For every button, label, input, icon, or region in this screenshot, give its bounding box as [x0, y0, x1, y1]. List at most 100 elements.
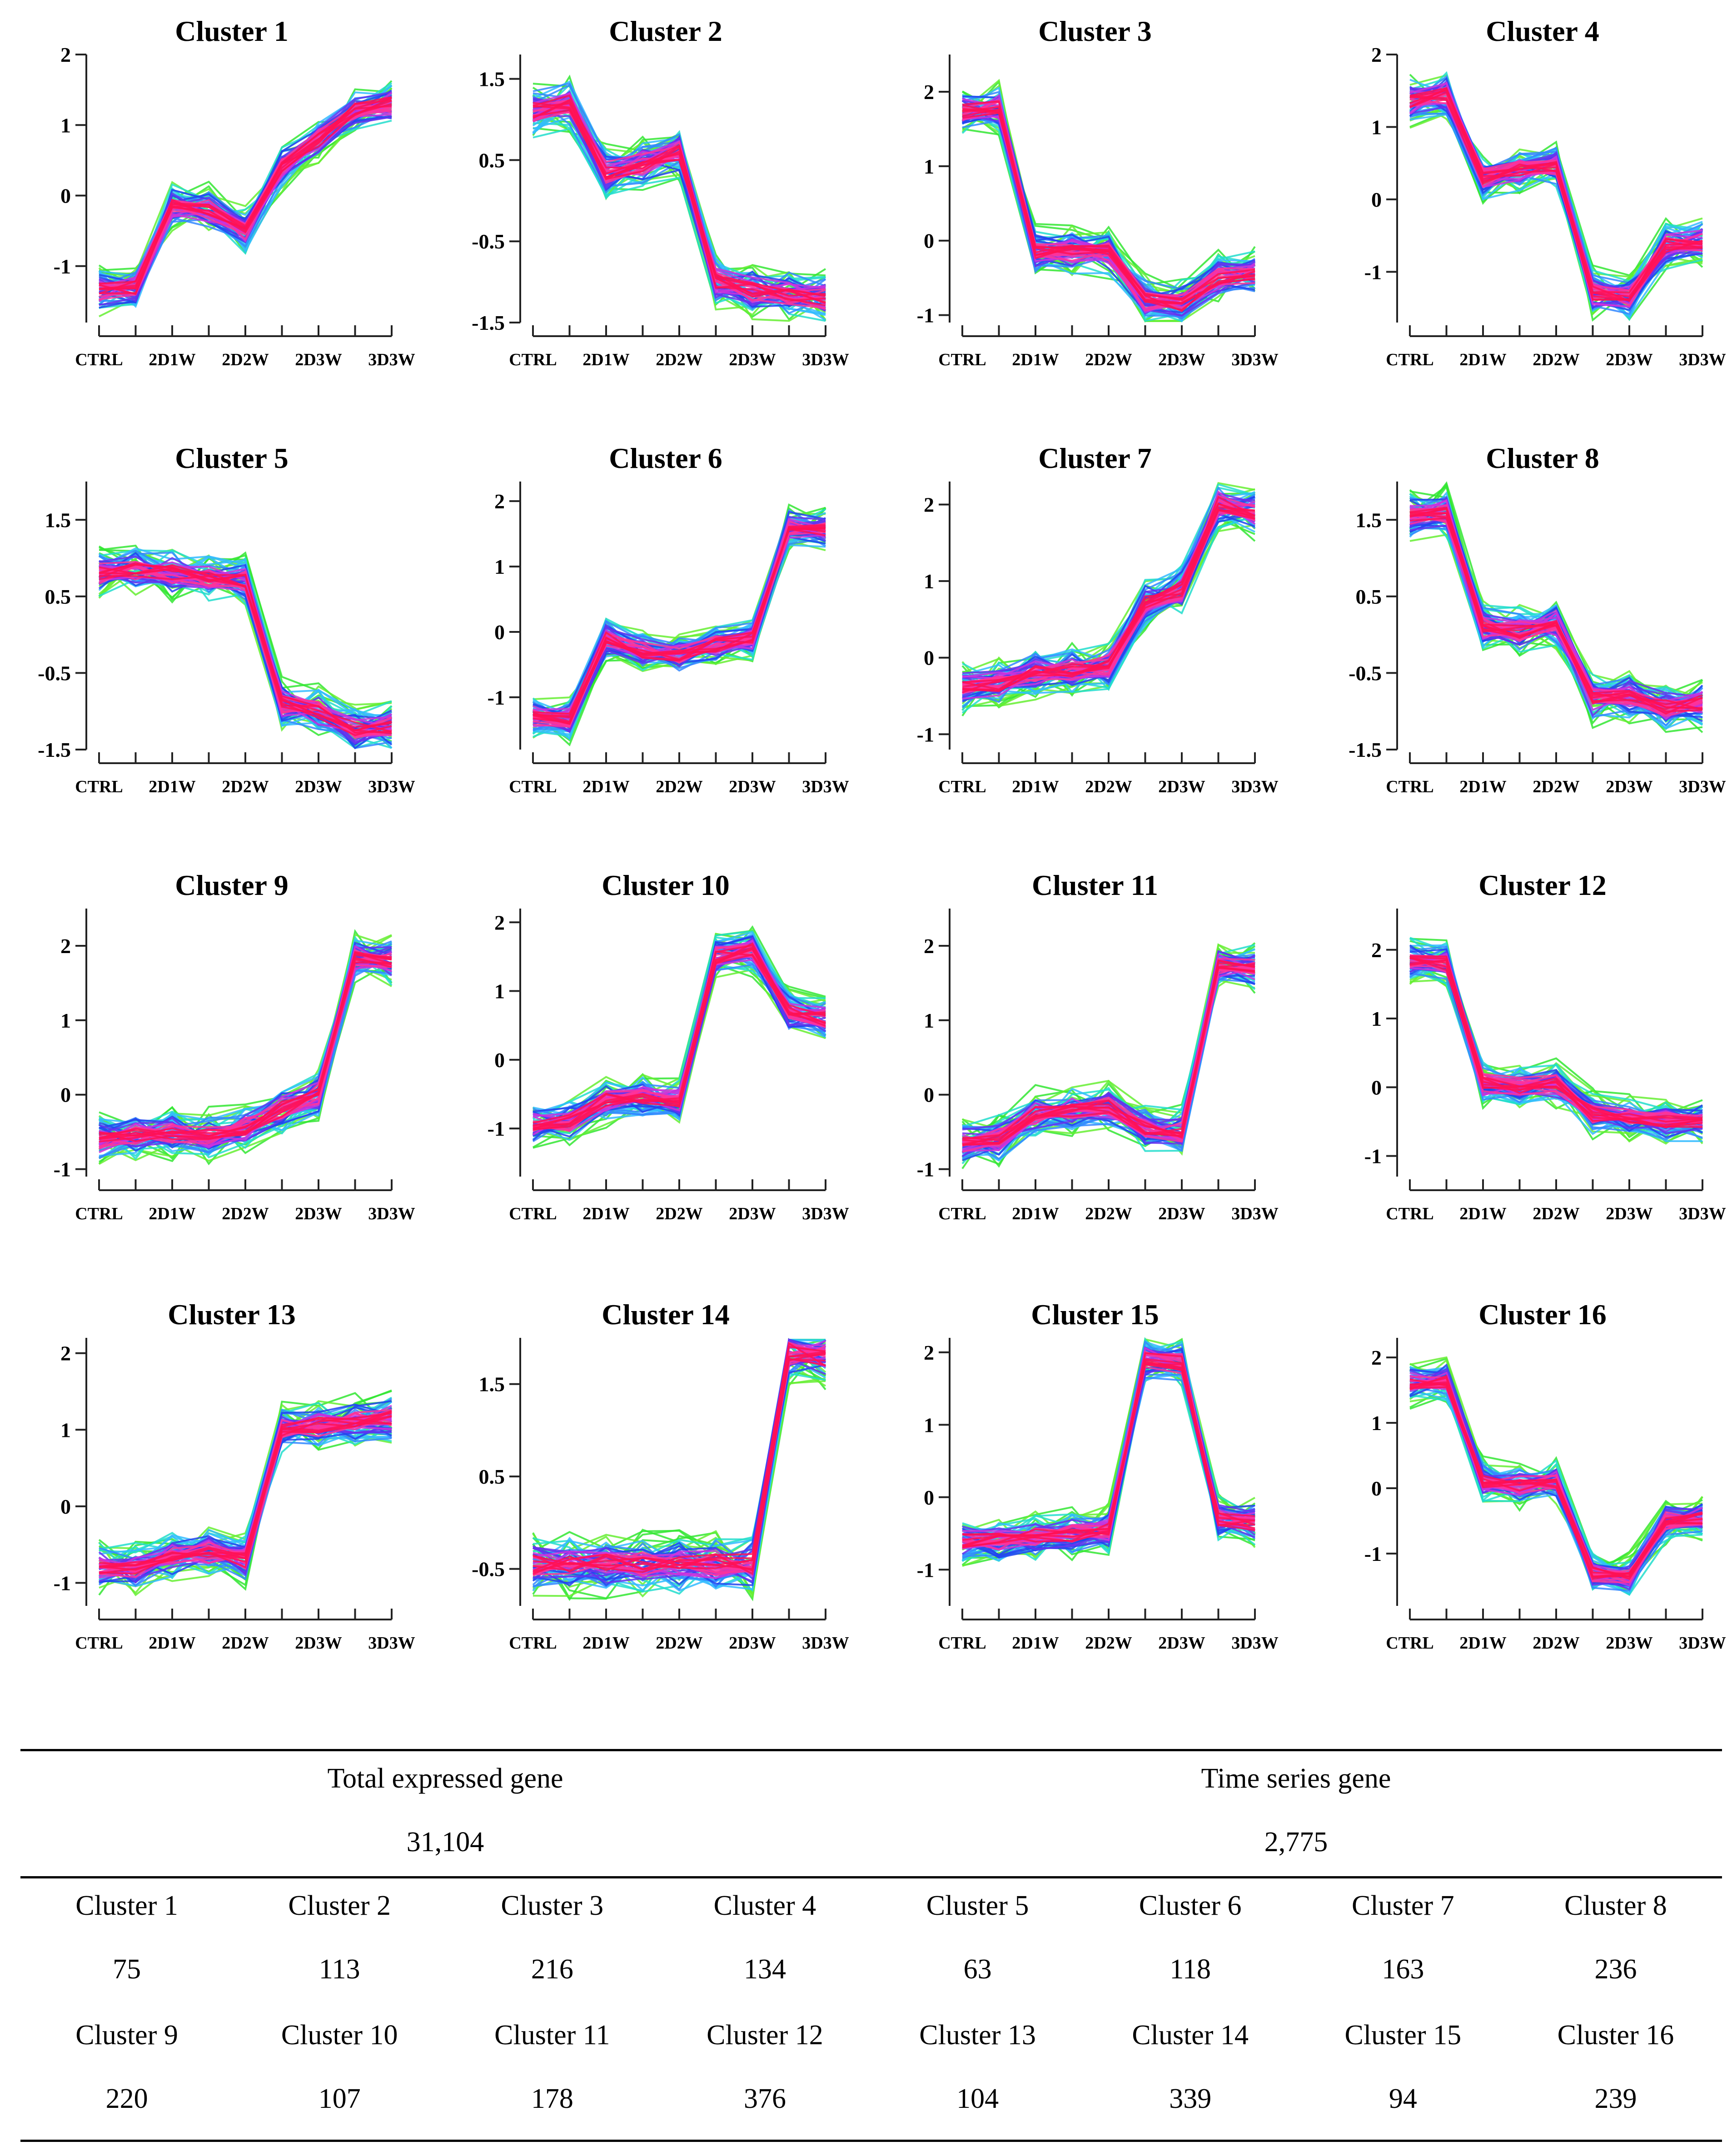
x-tick-label: 3D3W: [1679, 777, 1726, 796]
x-tick-label: 2D2W: [1533, 350, 1579, 369]
y-tick-label: 2: [924, 1341, 934, 1364]
y-tick-label: 2: [494, 490, 505, 513]
x-tick-label: CTRL: [938, 1634, 986, 1653]
profile-line: [99, 101, 392, 276]
cluster-name-cell: Cluster 16: [1557, 2020, 1674, 2051]
x-tick-label: CTRL: [938, 350, 986, 369]
y-tick-label: 0.5: [1356, 585, 1382, 608]
x-tick-label: CTRL: [1386, 777, 1434, 796]
x-tick-label: 2D1W: [149, 1634, 195, 1653]
x-tick-label: 2D1W: [149, 1204, 195, 1223]
x-tick-label: 3D3W: [802, 1204, 849, 1223]
cluster-name-cell: Cluster 11: [494, 2020, 610, 2051]
cluster-chart: Cluster 5 -1.5 -0.5 0.5 1.5 CTRL 2D1W 2D2W 2D3W 3…: [38, 442, 415, 796]
profile-line: [99, 1415, 392, 1566]
chart-title: Cluster 14: [602, 1298, 729, 1331]
cluster-count-cell: 163: [1382, 1954, 1424, 1985]
y-tick-label: 0: [494, 621, 505, 644]
x-tick-label: 2D2W: [1533, 1634, 1579, 1653]
profile-line: [1409, 957, 1703, 1122]
chart-title: Cluster 13: [168, 1298, 295, 1331]
y-tick-label: -1: [917, 1558, 934, 1581]
x-tick-label: 2D3W: [1158, 350, 1205, 369]
y-tick-label: 1: [1371, 1411, 1382, 1435]
x-tick-label: 2D2W: [1533, 777, 1579, 796]
x-tick-label: 2D1W: [1459, 1634, 1506, 1653]
x-tick-label: 2D3W: [295, 1204, 342, 1223]
x-tick-label: 2D3W: [729, 350, 776, 369]
y-tick-label: 1: [494, 980, 505, 1003]
profile-line: [99, 563, 392, 731]
x-tick-label: CTRL: [509, 1634, 557, 1653]
y-tick-label: 0: [924, 1083, 934, 1107]
chart-title: Cluster 4: [1486, 15, 1599, 47]
table-mid-rule: [20, 1876, 1722, 1878]
cluster-name-cell: Cluster 1: [75, 1890, 178, 1921]
x-tick-label: 2D3W: [295, 350, 342, 369]
cluster-chart: Cluster 7 -1 0 1 2 CTRL 2D1W 2D2W 2D3W 3D3W: [917, 442, 1279, 796]
profile-line: [1409, 89, 1703, 298]
y-tick-label: 1: [1371, 1007, 1382, 1030]
x-tick-label: 2D3W: [1606, 1204, 1652, 1223]
y-tick-label: 2: [60, 934, 71, 958]
x-tick-label: 2D3W: [1606, 350, 1652, 369]
total-expressed-label: Total expressed gene: [327, 1763, 563, 1794]
y-tick-label: 0: [1371, 188, 1382, 211]
x-tick-label: 2D3W: [295, 1634, 342, 1653]
y-tick-label: -1: [54, 1158, 71, 1181]
cluster-count-cell: 113: [319, 1954, 360, 1985]
cluster-count-cell: 94: [1389, 2083, 1417, 2114]
x-tick-label: CTRL: [938, 1204, 986, 1223]
x-tick-label: 3D3W: [1231, 1634, 1278, 1653]
y-tick-label: 0.5: [45, 585, 71, 608]
x-tick-label: 2D2W: [1085, 777, 1132, 796]
profile-line: [98, 554, 393, 738]
profile-line: [1409, 106, 1703, 308]
cluster-chart: Cluster 12 -1 0 1 2 CTRL 2D1W 2D2W 2D3W 3D3W: [1364, 869, 1726, 1223]
profile-line: [99, 99, 392, 290]
x-tick-label: CTRL: [75, 1634, 123, 1653]
profile-line: [533, 950, 826, 1131]
profile-line: [533, 1353, 826, 1566]
y-tick-label: 1: [924, 1413, 934, 1436]
x-tick-label: 2D3W: [295, 777, 342, 796]
profile-line: [533, 99, 826, 304]
x-tick-label: 2D2W: [656, 350, 702, 369]
x-tick-label: 2D1W: [149, 350, 195, 369]
profile-line: [533, 1358, 826, 1573]
y-tick-label: -1: [1364, 260, 1382, 283]
profile-line: [962, 106, 1255, 305]
x-tick-label: CTRL: [938, 777, 986, 796]
x-tick-label: 2D1W: [1012, 350, 1059, 369]
x-tick-label: 2D2W: [222, 777, 269, 796]
x-tick-label: 2D1W: [1459, 350, 1506, 369]
profile-line: [962, 1361, 1255, 1548]
y-tick-label: 1: [924, 1009, 934, 1032]
y-tick-label: 0: [924, 1486, 934, 1509]
cluster-chart: Cluster 13 -1 0 1 2 CTRL 2D1W 2D2W 2D3W 3D3W: [54, 1298, 415, 1653]
y-tick-label: 2: [1371, 43, 1382, 66]
cluster-chart: Cluster 9 -1 0 1 2 CTRL 2D1W 2D2W 2D3W 3D3W: [54, 869, 415, 1223]
cluster-count-cell: 134: [743, 1954, 786, 1985]
time-series-value: 2,775: [1264, 1827, 1328, 1858]
y-tick-label: 1: [60, 114, 71, 137]
cluster-chart: Cluster 15 -1 0 1 2 CTRL 2D1W 2D2W 2D3W 3D3W: [917, 1298, 1279, 1653]
y-tick-label: 2: [1371, 1346, 1382, 1369]
y-tick-label: -0.5: [472, 1558, 505, 1581]
x-tick-label: 2D2W: [1533, 1204, 1579, 1223]
x-tick-label: 2D3W: [1606, 1634, 1652, 1653]
x-tick-label: 2D2W: [1085, 1204, 1132, 1223]
table-bottom-rule: [20, 2140, 1722, 2142]
x-tick-label: 3D3W: [1679, 1204, 1726, 1223]
cluster-count-cell: 104: [956, 2083, 999, 2114]
chart-title: Cluster 10: [602, 869, 729, 901]
y-tick-label: -1: [488, 686, 505, 709]
cluster-name-cell: Cluster 9: [75, 2020, 178, 2051]
x-tick-label: CTRL: [509, 1204, 557, 1223]
y-tick-label: -0.5: [472, 230, 505, 253]
y-tick-label: 2: [494, 911, 505, 934]
profile-line: [962, 502, 1255, 691]
cluster-chart: Cluster 4 -1 0 1 2 CTRL 2D1W 2D2W 2D3W 3D3W: [1364, 15, 1726, 369]
cluster-chart: Cluster 16 -1 0 1 2 CTRL 2D1W 2D2W 2D3W 3D3W: [1364, 1298, 1726, 1653]
